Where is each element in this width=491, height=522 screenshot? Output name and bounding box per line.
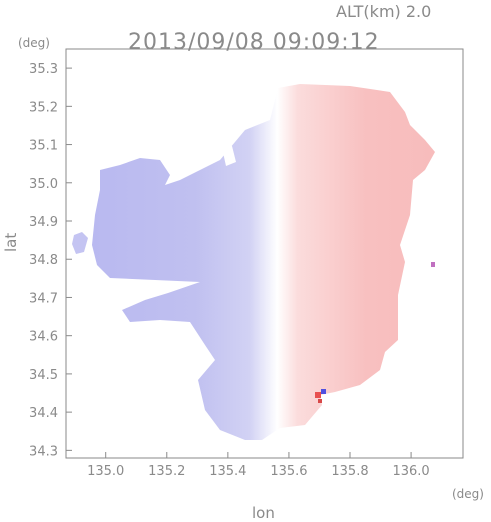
y-tick-label: 35.0 — [29, 177, 58, 192]
x-axis-label: lon — [252, 504, 275, 522]
altitude-label: ALT(km) 2.0 — [336, 2, 432, 21]
y-ticks: 34.3 34.4 34.5 34.6 34.7 34.8 34.9 35.0 35.1 35.2… — [29, 62, 72, 459]
x-tick-label: 135.0 — [87, 464, 124, 479]
y-tick-label: 34.4 — [29, 406, 58, 421]
y-axis-unit: (deg) — [18, 36, 50, 50]
y-tick-label: 34.9 — [29, 215, 58, 230]
x-tick-label: 135.2 — [148, 464, 185, 479]
y-tick-label: 35.3 — [29, 62, 58, 77]
clutter-spot-red-2 — [318, 399, 322, 403]
y-tick-label: 34.5 — [29, 368, 58, 383]
y-tick-label: 34.7 — [29, 291, 58, 306]
y-tick-label: 35.1 — [29, 139, 58, 154]
x-tick-label: 135.8 — [331, 464, 368, 479]
y-tick-label: 34.8 — [29, 253, 58, 268]
x-tick-label: 135.4 — [209, 464, 246, 479]
velocity-field — [72, 84, 435, 440]
x-tick-label: 135.6 — [270, 464, 307, 479]
plot-frame — [65, 48, 464, 459]
clutter-spot-red — [315, 392, 321, 398]
x-tick-label: 136.0 — [392, 464, 429, 479]
clutter-spot-north — [222, 146, 236, 166]
x-axis-unit: (deg) — [452, 487, 484, 501]
y-tick-label: 34.6 — [29, 330, 58, 345]
clutter-spot-pink — [431, 262, 435, 267]
chart-title-timestamp: 2013/09/08 09:09:12 — [128, 30, 380, 55]
x-ticks: 135.0 135.2 135.4 135.6 135.8 136.0 — [87, 452, 430, 479]
y-tick-label: 35.2 — [29, 100, 58, 115]
clutter-spot-blue — [321, 389, 326, 394]
y-tick-label: 34.3 — [29, 444, 58, 459]
radar-echo-region — [92, 84, 435, 440]
radar-echo-fringe — [72, 232, 88, 254]
